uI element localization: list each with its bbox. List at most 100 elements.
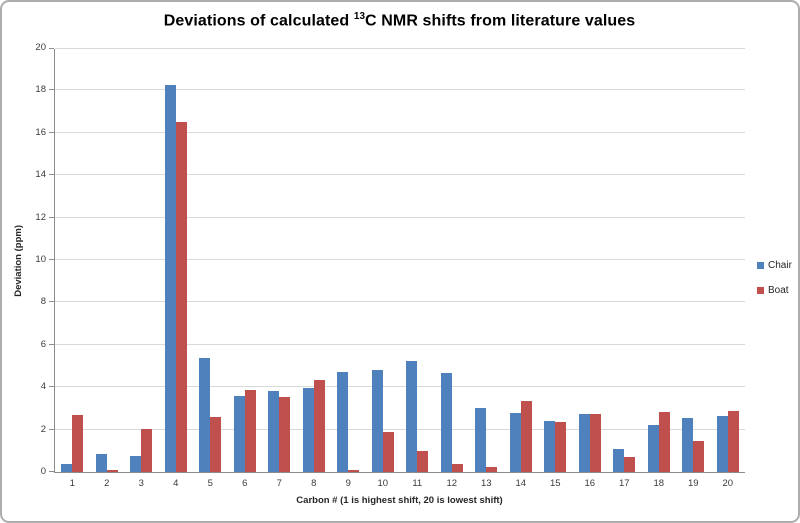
bar-boat-10 — [382, 431, 394, 472]
legend-swatch-chair — [757, 262, 764, 269]
bar-group-17 — [607, 49, 642, 472]
x-tick-label-11: 11 — [412, 478, 423, 489]
x-tick-label-7: 7 — [276, 478, 282, 489]
bar-group-15 — [538, 49, 573, 472]
x-axis-title: Carbon # (1 is highest shift, 20 is lowe… — [296, 495, 503, 506]
chart-title-post: C NMR shifts from literature values — [365, 12, 636, 30]
bar-boat-13 — [486, 466, 498, 472]
legend: Chair Boat — [757, 260, 792, 310]
bar-boat-2 — [106, 469, 118, 472]
x-tick-label-18: 18 — [653, 478, 665, 489]
bar-boat-11 — [417, 450, 429, 472]
bar-group-11 — [400, 49, 435, 472]
bar-group-8 — [297, 49, 332, 472]
y-tick-mark-6 — [49, 344, 54, 345]
bar-group-2 — [90, 49, 125, 472]
chart-title-superscript: 13 — [353, 11, 366, 22]
legend-label-chair: Chair — [768, 260, 792, 271]
bar-layer — [55, 49, 745, 472]
bar-group-10 — [366, 49, 401, 472]
bar-chair-12 — [440, 373, 452, 472]
bar-boat-4 — [175, 122, 187, 472]
gridline-y-4 — [55, 386, 745, 387]
bar-chair-20 — [716, 415, 728, 472]
y-tick-label-6: 6 — [40, 339, 46, 350]
bar-group-13 — [469, 49, 504, 472]
x-tick-label-5: 5 — [207, 478, 213, 489]
bar-group-19 — [676, 49, 711, 472]
bar-group-12 — [435, 49, 470, 472]
y-tick-label-12: 12 — [35, 212, 46, 223]
legend-item-chair: Chair — [757, 260, 792, 271]
x-tick-label-13: 13 — [480, 478, 492, 489]
bar-group-16 — [573, 49, 608, 472]
bar-chair-1 — [61, 463, 73, 472]
x-tick-label-19: 19 — [687, 478, 699, 489]
bar-chair-13 — [475, 408, 487, 472]
bar-chair-8 — [302, 388, 314, 472]
bar-chair-19 — [682, 417, 694, 472]
x-tick-label-4: 4 — [173, 478, 179, 489]
bar-chair-3 — [130, 456, 142, 472]
legend-label-boat: Boat — [768, 285, 789, 296]
gridline-y-14 — [55, 174, 745, 175]
bar-boat-14 — [520, 400, 532, 472]
x-tick-label-3: 3 — [138, 478, 144, 489]
bar-chair-16 — [578, 413, 590, 472]
legend-item-boat: Boat — [757, 285, 792, 296]
bar-chair-14 — [509, 412, 521, 472]
bar-boat-3 — [141, 428, 153, 472]
bar-boat-8 — [313, 379, 325, 472]
bar-chair-10 — [371, 370, 383, 472]
y-tick-label-4: 4 — [40, 381, 46, 392]
gridline-y-16 — [55, 132, 745, 133]
gridline-y-8 — [55, 301, 745, 302]
bar-chair-9 — [337, 372, 349, 472]
x-tick-label-6: 6 — [242, 478, 248, 489]
bar-boat-9 — [348, 469, 360, 472]
x-tick-label-9: 9 — [345, 478, 351, 489]
y-tick-mark-18 — [49, 89, 54, 90]
y-tick-label-8: 8 — [40, 296, 46, 307]
bar-boat-5 — [210, 416, 222, 472]
y-tick-label-14: 14 — [35, 169, 46, 180]
y-tick-label-0: 0 — [40, 466, 46, 477]
y-tick-mark-4 — [49, 386, 54, 387]
bar-chair-18 — [647, 425, 659, 472]
x-tick-label-20: 20 — [722, 478, 734, 489]
gridline-y-18 — [55, 89, 745, 90]
bar-chair-7 — [268, 391, 280, 472]
chart-title: Deviations of calculated 13C NMR shifts … — [54, 11, 745, 30]
gridline-y-10 — [55, 259, 745, 260]
legend-swatch-boat — [757, 287, 764, 294]
y-tick-mark-16 — [49, 132, 54, 133]
bar-group-1 — [55, 49, 90, 472]
bar-chair-11 — [406, 360, 418, 472]
bar-boat-1 — [72, 414, 84, 472]
bar-group-18 — [642, 49, 677, 472]
bar-chair-6 — [233, 395, 245, 472]
bar-chair-4 — [164, 85, 176, 472]
bar-group-14 — [504, 49, 539, 472]
x-tick-label-16: 16 — [584, 478, 596, 489]
bar-chair-5 — [199, 357, 211, 472]
gridline-y-6 — [55, 344, 745, 345]
x-tick-label-15: 15 — [549, 478, 561, 489]
y-tick-mark-10 — [49, 259, 54, 260]
bar-group-3 — [124, 49, 159, 472]
bar-group-6 — [228, 49, 263, 472]
y-tick-mark-0 — [49, 471, 54, 472]
y-tick-mark-8 — [49, 301, 54, 302]
plot-area: 0 2 4 6 8 10 12 14 16 18 20 1 2 3 4 5 6 7 8 9 10 11 12 13 14 15 1… — [35, 42, 745, 489]
bar-boat-6 — [244, 390, 256, 472]
bar-group-20 — [711, 49, 746, 472]
x-tick-label-1: 1 — [69, 478, 75, 489]
bar-group-9 — [331, 49, 366, 472]
bar-boat-7 — [279, 396, 291, 472]
y-tick-mark-14 — [49, 174, 54, 175]
bar-group-5 — [193, 49, 228, 472]
x-tick-label-14: 14 — [515, 478, 527, 489]
gridline-y-12 — [55, 217, 745, 218]
bar-boat-19 — [693, 441, 705, 472]
x-tick-label-17: 17 — [618, 478, 630, 489]
